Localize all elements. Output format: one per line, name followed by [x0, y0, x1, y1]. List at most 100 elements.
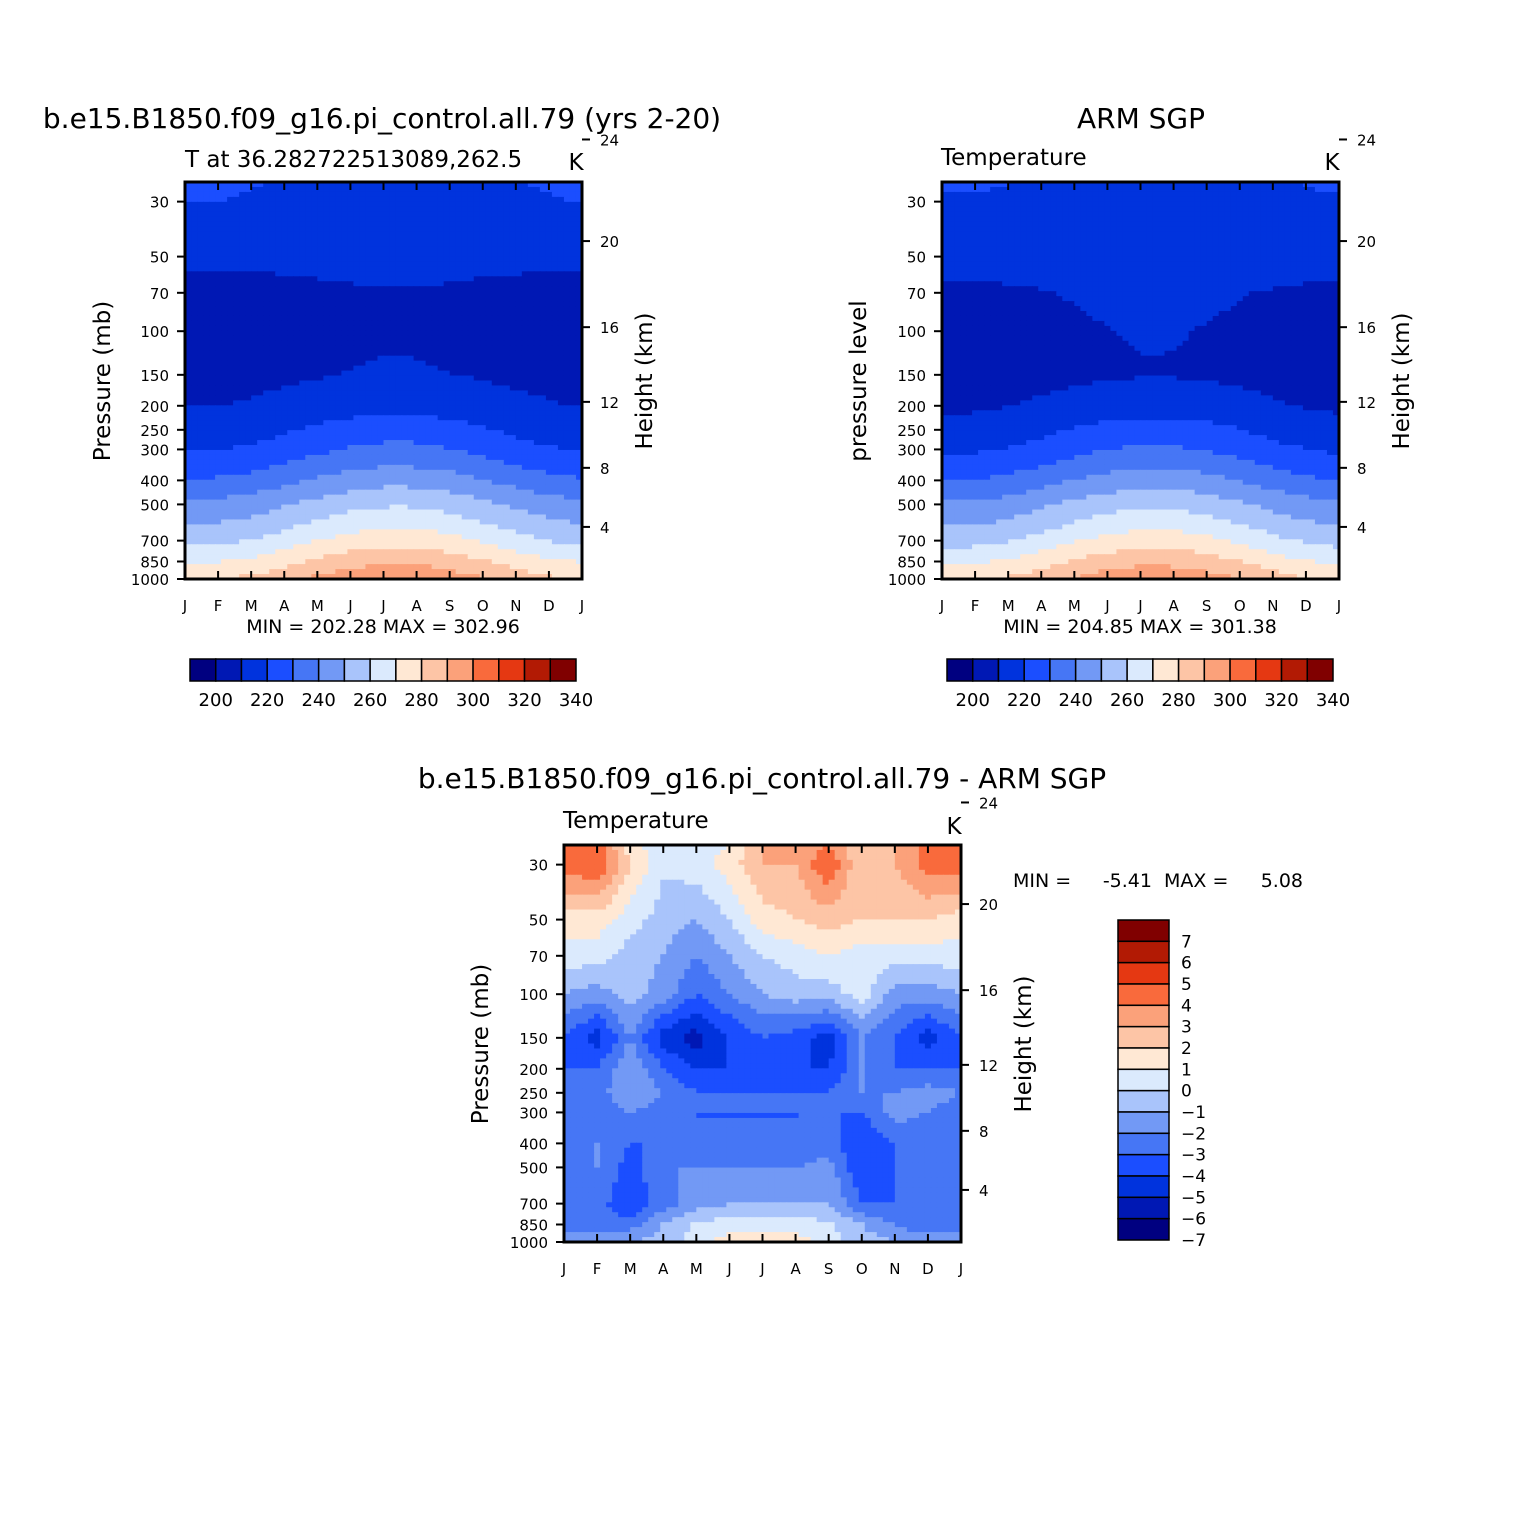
contour-cell [419, 236, 427, 243]
contour-cell [383, 435, 391, 441]
contour-cell [263, 231, 270, 238]
contour-cell [533, 355, 541, 362]
contour-cell [467, 325, 475, 332]
contour-cell [365, 291, 373, 297]
contour-cell [347, 276, 355, 282]
contour-cell [257, 226, 264, 233]
contour-cell [383, 549, 391, 555]
contour-cell [287, 435, 294, 441]
contour-cell [239, 539, 246, 545]
contour-cell [521, 206, 529, 213]
contour-cell [221, 296, 228, 302]
contour-cell [485, 454, 493, 461]
contour-cell [533, 325, 541, 332]
contour-cell [557, 206, 565, 213]
contour-cell [473, 206, 481, 213]
contour-cell [569, 385, 577, 392]
contour-cell [569, 182, 577, 188]
contour-cell [347, 201, 355, 208]
contour-cell [437, 182, 445, 188]
contour-cell [401, 449, 409, 456]
contour-cell [191, 276, 198, 282]
contour-cell [203, 499, 210, 506]
contour-cell [563, 266, 571, 272]
contour-cell [563, 306, 571, 312]
contour-cell [485, 266, 493, 272]
contour-cell [377, 469, 385, 476]
contour-cell [239, 320, 246, 327]
contour-cell [371, 504, 379, 511]
contour-cell [245, 459, 252, 466]
contour-cell [311, 251, 318, 258]
contour-cell [347, 266, 355, 272]
contour-cell [449, 459, 457, 466]
contour-cell [185, 211, 192, 218]
contour-cell [563, 430, 571, 436]
contour-cell [257, 494, 264, 501]
contour-cell [473, 355, 481, 362]
contour-cell [395, 534, 403, 540]
contour-cell [305, 315, 312, 322]
contour-cell [293, 489, 300, 496]
contour-cell [239, 236, 246, 243]
contour-cell [185, 182, 192, 188]
contour-cell [365, 445, 373, 451]
contour-cell [347, 306, 355, 312]
contour-cell [377, 345, 385, 352]
contour-cell [299, 425, 306, 431]
contour-cell [395, 286, 403, 292]
contour-cell [215, 554, 222, 560]
contour-cell [437, 325, 445, 332]
contour-cell [539, 246, 547, 253]
contour-cell [257, 325, 264, 332]
contour-cell [371, 196, 379, 203]
contour-cell [299, 315, 306, 322]
contour-cell [347, 469, 355, 476]
contour-cell [239, 524, 246, 530]
contour-cell [407, 330, 415, 337]
contour-cell [515, 226, 523, 233]
contour-cell [221, 306, 228, 312]
contour-cell [263, 320, 270, 327]
contour-cell [437, 449, 445, 456]
contour-cell [497, 410, 505, 416]
contour-cell [539, 385, 547, 392]
contour-cell [389, 529, 397, 535]
contour-cell [293, 519, 300, 526]
contour-cell [413, 246, 421, 253]
contour-cell [209, 549, 216, 555]
contour-cell [401, 276, 409, 282]
contour-cell [389, 236, 397, 243]
contour-cell [305, 276, 312, 282]
contour-cell [227, 534, 234, 540]
contour-cell [257, 464, 264, 471]
contour-cell [497, 425, 505, 431]
contour-cell [479, 425, 487, 431]
contour-cell [467, 489, 475, 496]
contour-cell [257, 410, 264, 416]
contour-cell [563, 201, 571, 208]
contour-cell [323, 464, 330, 471]
contour-cell [431, 211, 439, 218]
contour-cell [545, 385, 553, 392]
contour-cell [197, 380, 204, 387]
contour-cell [563, 435, 571, 441]
contour-cell [479, 256, 487, 262]
contour-cell [515, 216, 523, 223]
contour-cell [557, 271, 565, 277]
contour-cell [419, 504, 427, 511]
contour-cell [473, 201, 481, 208]
contour-cell [215, 365, 222, 372]
contour-cell [239, 509, 246, 516]
contour-cell [527, 191, 535, 198]
contour-cell [401, 519, 409, 526]
contour-cell [287, 494, 294, 501]
contour-cell [497, 231, 505, 238]
contour-cell [419, 311, 427, 317]
contour-cell [539, 464, 547, 471]
contour-cell [479, 440, 487, 446]
contour-cell [383, 196, 391, 203]
contour-cell [335, 231, 342, 238]
contour-cell [515, 266, 523, 272]
contour-cell [371, 276, 379, 282]
